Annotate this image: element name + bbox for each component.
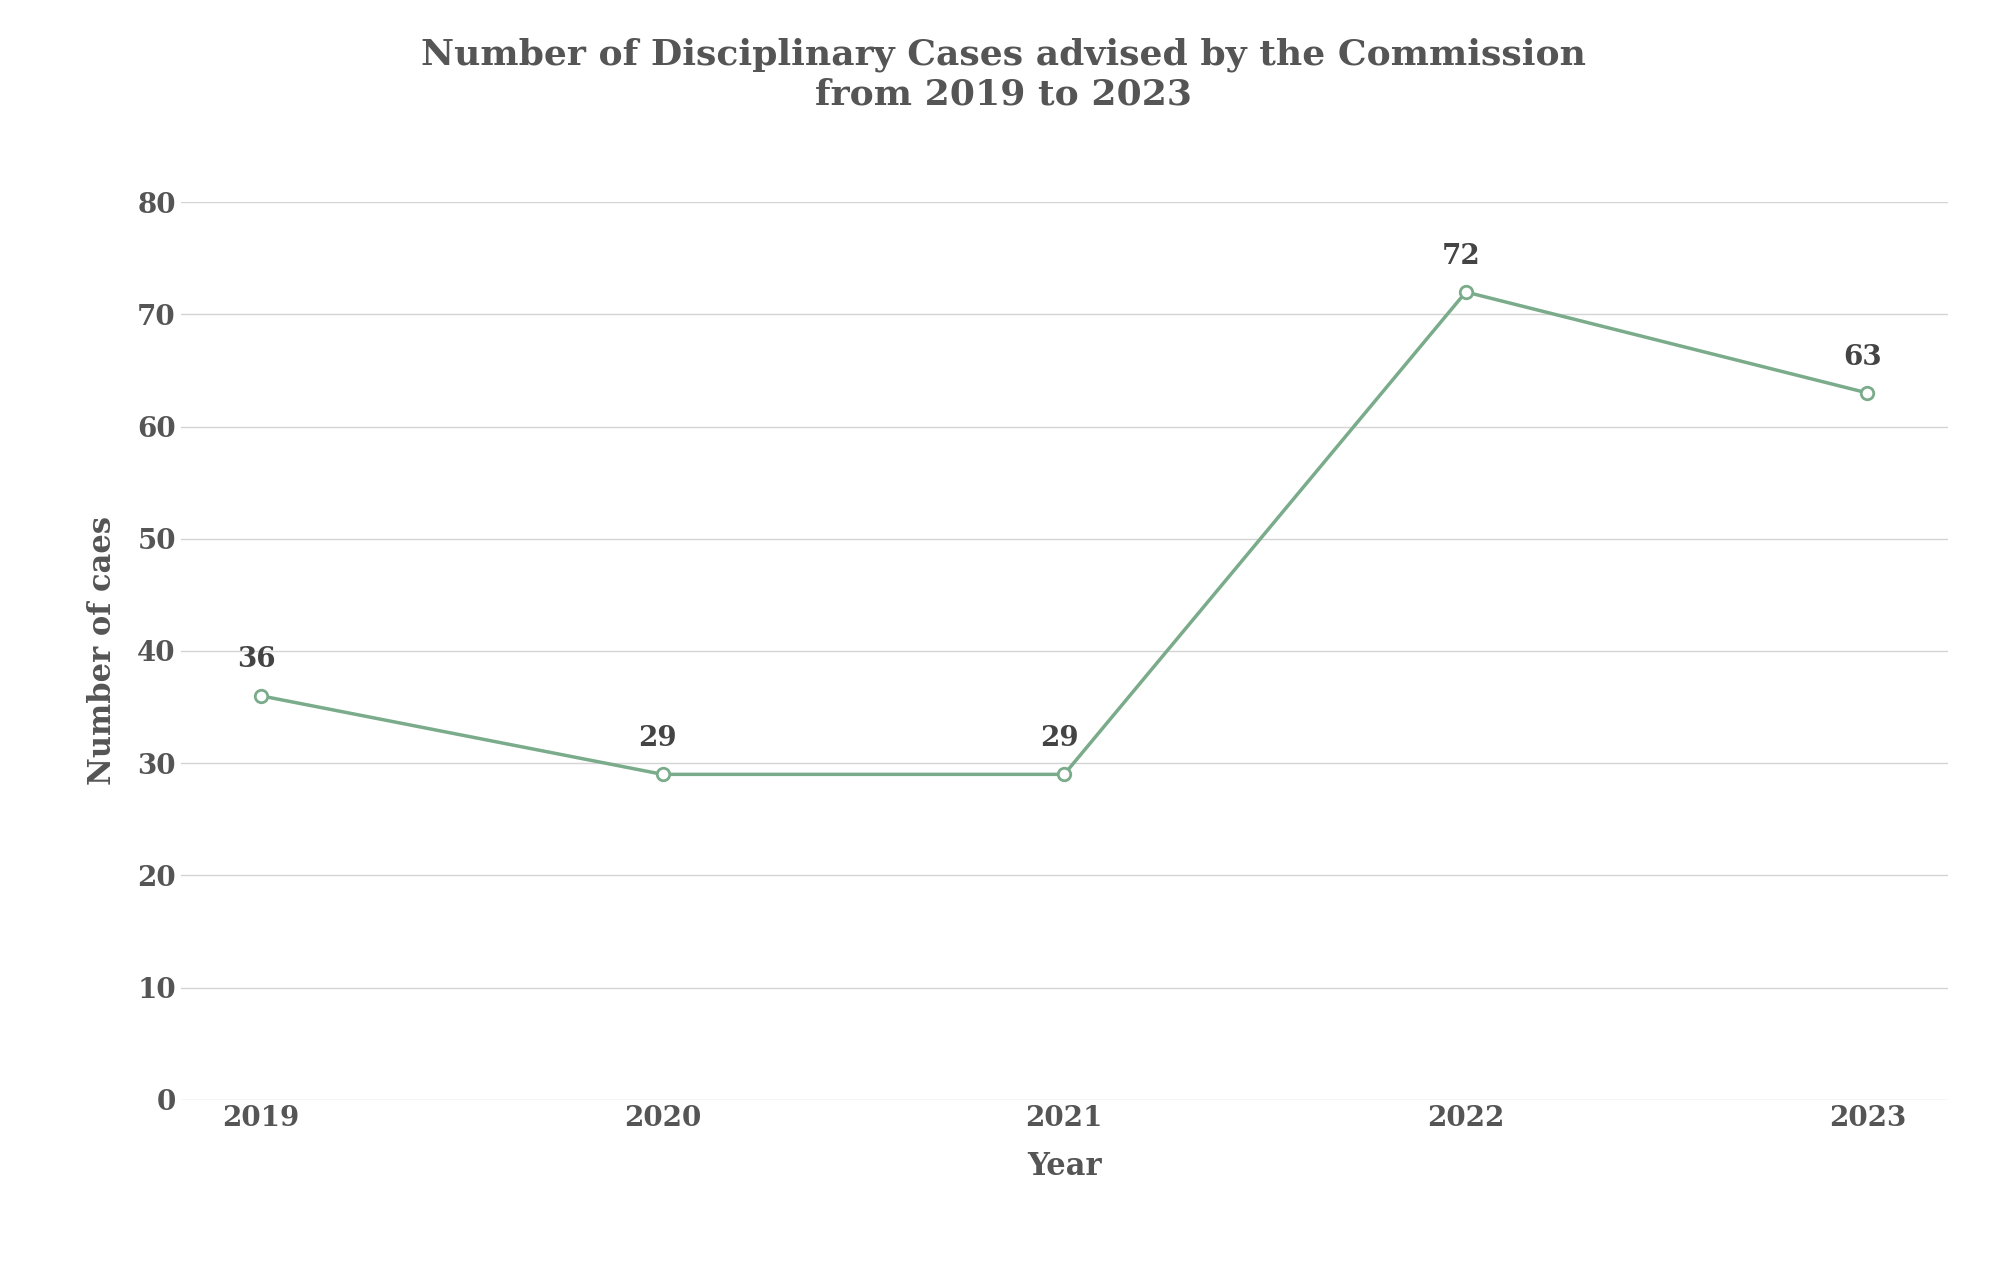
Text: 29: 29 (1040, 726, 1078, 752)
Text: Number of Disciplinary Cases advised by the Commission
from 2019 to 2023: Number of Disciplinary Cases advised by … (421, 38, 1586, 111)
Text: 36: 36 (237, 646, 275, 674)
Text: 72: 72 (1441, 243, 1479, 269)
Y-axis label: Number of caes: Number of caes (86, 517, 118, 785)
X-axis label: Year: Year (1026, 1152, 1102, 1182)
Text: 63: 63 (1842, 344, 1881, 370)
Text: 29: 29 (638, 726, 676, 752)
